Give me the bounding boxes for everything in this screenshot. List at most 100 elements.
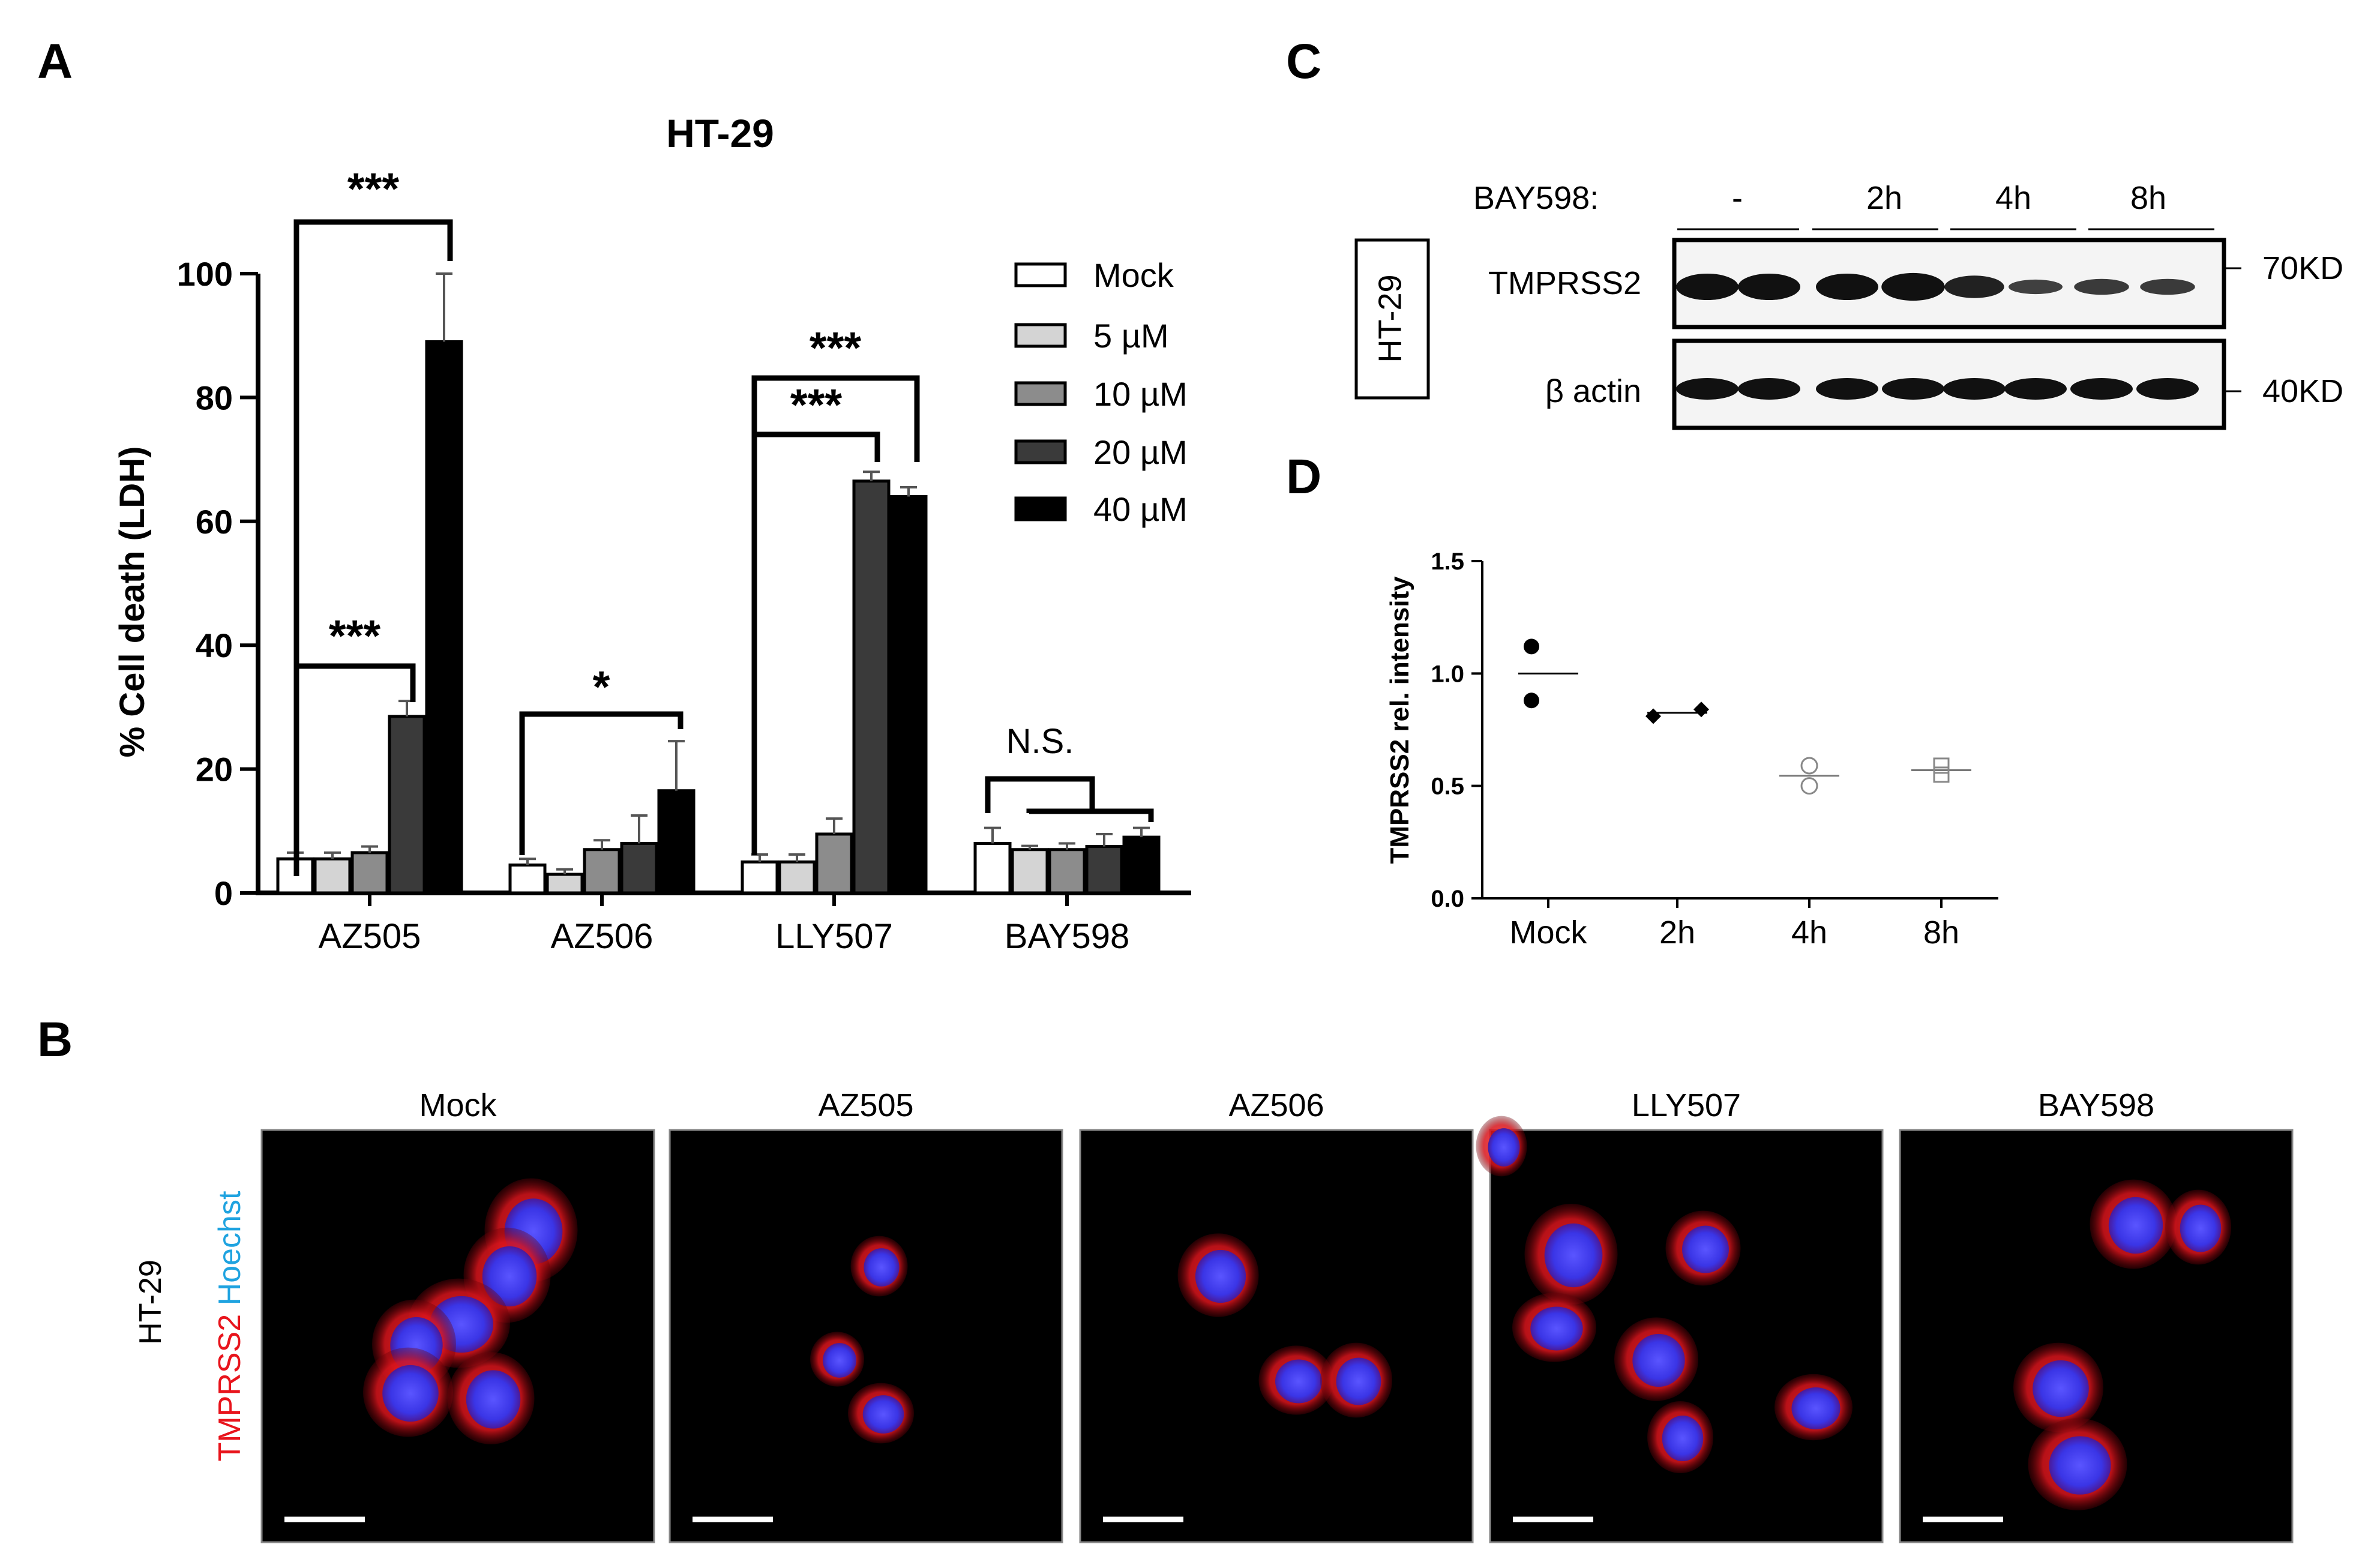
significance-label: *** bbox=[347, 164, 400, 214]
y-tick-label: 40 bbox=[196, 626, 233, 664]
nucleus bbox=[2180, 1204, 2222, 1252]
bar bbox=[852, 479, 891, 895]
legend-swatch bbox=[1014, 262, 1067, 287]
blot-band bbox=[2140, 278, 2195, 295]
bar bbox=[388, 715, 426, 895]
nucleus bbox=[1662, 1416, 1704, 1461]
band-label-tmprss2: TMPRSS2 bbox=[1488, 265, 1641, 301]
legend-swatch bbox=[1014, 323, 1067, 348]
nucleus bbox=[1682, 1225, 1729, 1273]
x-category-label: AZ505 bbox=[319, 917, 421, 956]
cell-line-label: HT-29 bbox=[1372, 274, 1408, 362]
nucleus bbox=[1632, 1333, 1685, 1387]
data-point bbox=[1524, 638, 1539, 655]
y-tick-label: 100 bbox=[177, 255, 233, 293]
bar bbox=[1048, 848, 1086, 895]
blot-band bbox=[1738, 378, 1800, 400]
legend-swatch bbox=[1014, 496, 1067, 521]
bar bbox=[657, 789, 696, 895]
stain-blue-label: Hoechst bbox=[212, 1191, 247, 1305]
legend-label: 40 µM bbox=[1093, 490, 1188, 528]
significance-label: * bbox=[593, 662, 610, 712]
bar bbox=[1122, 835, 1161, 895]
bar bbox=[350, 851, 389, 895]
micrograph-label: AZ505 bbox=[818, 1087, 913, 1123]
stain-red-label: TMPRSS2 bbox=[212, 1314, 247, 1462]
nucleus bbox=[1791, 1387, 1841, 1429]
y-tick-label: 0 bbox=[214, 874, 233, 912]
d-y-tick-label: 0.5 bbox=[1431, 773, 1464, 800]
panel-a-letter: A bbox=[37, 34, 73, 89]
nucleus bbox=[2108, 1197, 2163, 1254]
chart-a-title: HT-29 bbox=[666, 111, 774, 155]
blot-band bbox=[1816, 378, 1878, 400]
blot-band bbox=[1676, 274, 1738, 300]
data-point bbox=[1524, 692, 1539, 709]
bar bbox=[583, 848, 621, 895]
d-y-tick-label: 1.5 bbox=[1431, 548, 1464, 575]
nucleus bbox=[1195, 1249, 1246, 1303]
data-point bbox=[1800, 777, 1818, 795]
western-blot: BAY598: - 2h 4h 8h HT-29 TMPRSS2 β actin 70… bbox=[1354, 180, 2343, 430]
nucleus bbox=[482, 1246, 537, 1307]
bar bbox=[1085, 845, 1123, 895]
bar bbox=[1011, 848, 1049, 895]
bar bbox=[313, 857, 352, 895]
nucleus bbox=[862, 1395, 904, 1434]
panel-d-letter: D bbox=[1286, 449, 1321, 504]
data-point bbox=[1933, 757, 1950, 774]
micrograph bbox=[1079, 1129, 1474, 1543]
lane-label: 4h bbox=[1995, 180, 2031, 216]
nucleus bbox=[2049, 1436, 2111, 1495]
x-category-label: AZ506 bbox=[551, 917, 654, 956]
legend-label: 20 µM bbox=[1093, 433, 1188, 471]
significance-label: N.S. bbox=[1006, 722, 1074, 761]
blot-band bbox=[2004, 378, 2067, 400]
nucleus bbox=[822, 1343, 857, 1378]
micrograph bbox=[669, 1129, 1063, 1543]
bar bbox=[889, 495, 928, 895]
micrograph-label: BAY598 bbox=[2038, 1087, 2154, 1123]
dot-plot: TMPRSS2 rel. intensity 0.0 0.5 1.0 1.5 Mock… bbox=[1385, 548, 1998, 951]
legend-label: 10 µM bbox=[1093, 375, 1188, 413]
lane-label: - bbox=[1732, 180, 1743, 216]
significance-brackets bbox=[293, 219, 1154, 876]
blot-band bbox=[2070, 378, 2133, 400]
significance-label: *** bbox=[790, 380, 843, 430]
nucleus bbox=[382, 1365, 439, 1422]
blot-band bbox=[1816, 274, 1878, 300]
d-x-label: Mock bbox=[1509, 915, 1587, 951]
bar bbox=[508, 864, 547, 895]
bar bbox=[815, 832, 853, 895]
treatment-label: BAY598: bbox=[1473, 180, 1599, 216]
bar bbox=[973, 841, 1012, 895]
microscopy-panel: HT-29 TMPRSS2 Hoechst Mock AZ505 AZ506 LLY5… bbox=[133, 1087, 2294, 1543]
micrograph-label: Mock bbox=[419, 1087, 497, 1123]
blot-band bbox=[1882, 378, 1944, 400]
significance-label: *** bbox=[810, 323, 862, 373]
data-point bbox=[1800, 757, 1818, 775]
y-tick-label: 60 bbox=[196, 503, 233, 541]
legend-label: Mock bbox=[1093, 256, 1174, 294]
legend-swatch bbox=[1014, 381, 1067, 406]
x-category-label: BAY598 bbox=[1005, 917, 1130, 956]
bar bbox=[620, 841, 658, 895]
blot-band bbox=[2074, 278, 2129, 295]
blot-band bbox=[1943, 378, 2006, 400]
chart-a-ylabel: % Cell death (LDH) bbox=[113, 446, 152, 758]
nucleus bbox=[1336, 1357, 1381, 1405]
legend-label: 5 µM bbox=[1093, 317, 1169, 355]
y-tick-label: 20 bbox=[196, 751, 233, 789]
y-tick-label: 80 bbox=[196, 379, 233, 416]
d-x-label: 2h bbox=[1659, 915, 1695, 951]
micro-cell-line: HT-29 bbox=[133, 1260, 168, 1345]
chart-d-ylabel: TMPRSS2 rel. intensity bbox=[1385, 576, 1414, 864]
nucleus bbox=[864, 1248, 900, 1287]
x-category-label: LLY507 bbox=[775, 917, 893, 956]
d-x-label: 4h bbox=[1791, 915, 1827, 951]
blot-band bbox=[1676, 378, 1738, 400]
blot-band bbox=[2136, 378, 2199, 400]
panel-c-letter: C bbox=[1286, 34, 1321, 89]
stain-legend: TMPRSS2 Hoechst bbox=[212, 1191, 247, 1461]
mw-marker-40: 40KD bbox=[2262, 373, 2343, 409]
